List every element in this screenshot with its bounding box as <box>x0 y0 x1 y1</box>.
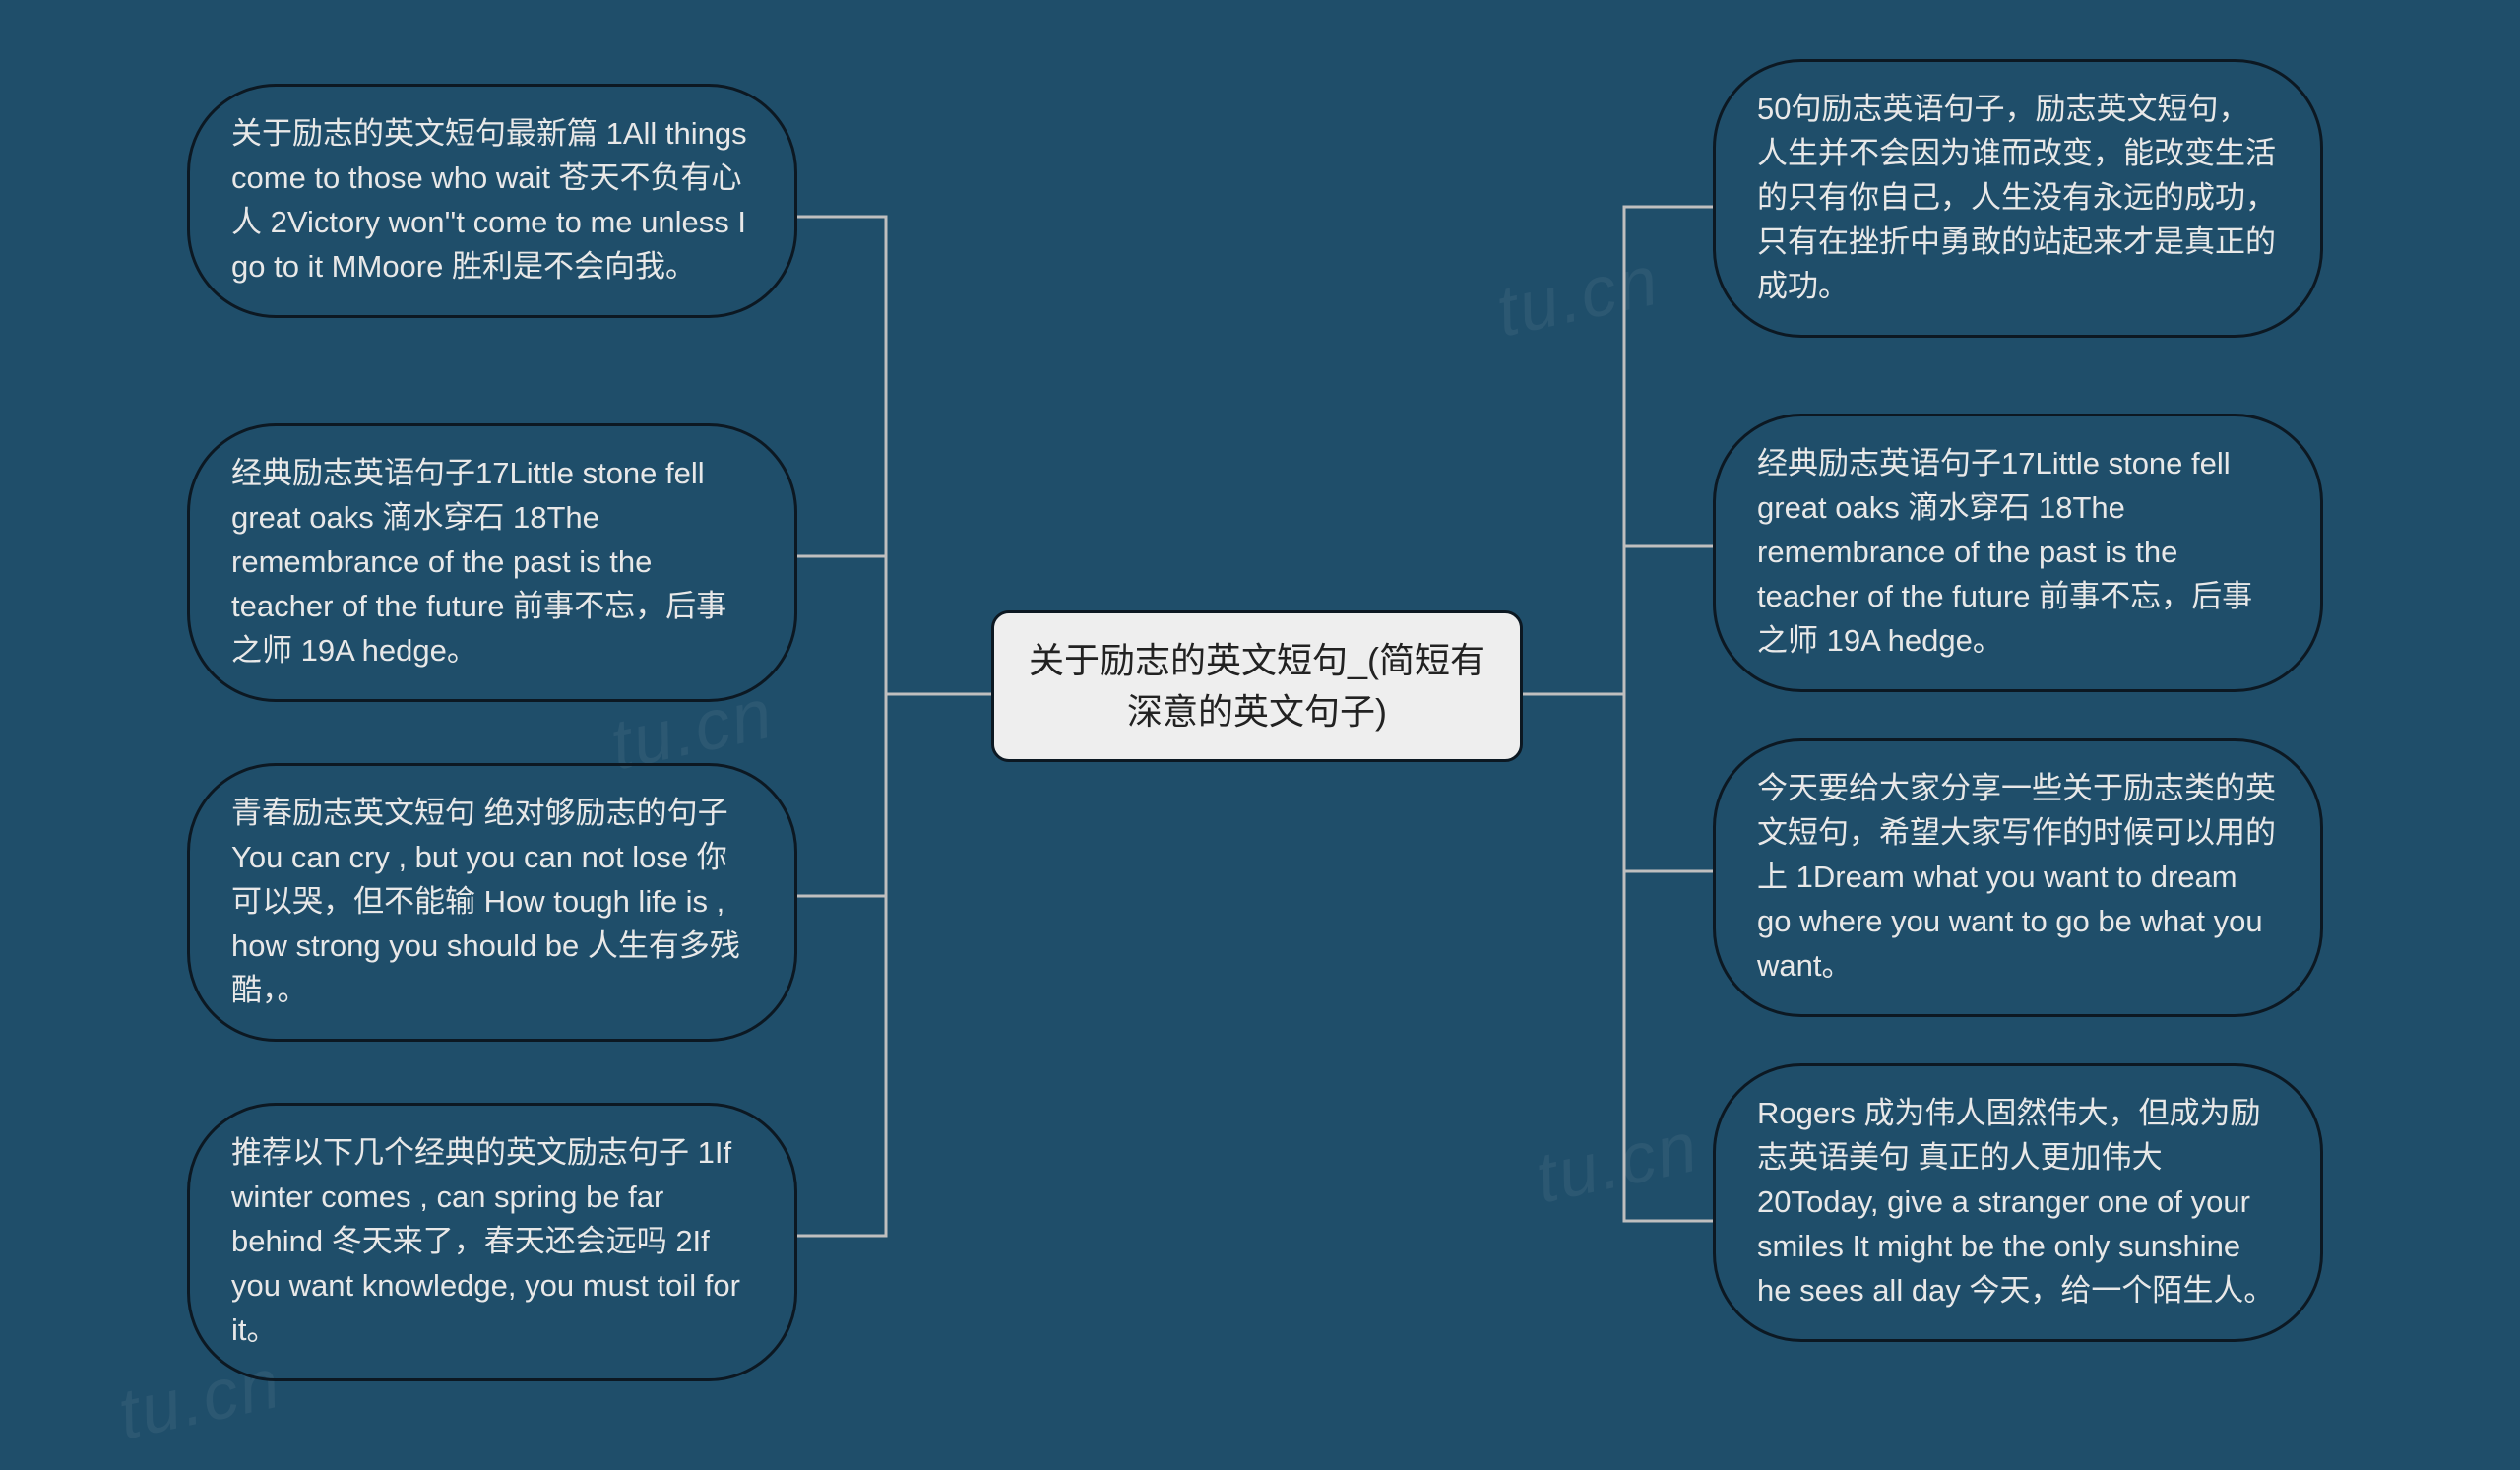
mindmap-canvas: tu.cn tu.cn tu.cn tu.cn 关于励志的英文短句_(简短有深意… <box>0 0 2520 1470</box>
right-node-1: 50句励志英语句子，励志英文短句，人生并不会因为谁而改变，能改变生活的只有你自己… <box>1713 59 2323 338</box>
left-node-3: 青春励志英文短句 绝对够励志的句子 You can cry , but you … <box>187 763 797 1042</box>
right-node-3: 今天要给大家分享一些关于励志类的英文短句，希望大家写作的时候可以用的上 1Dre… <box>1713 738 2323 1017</box>
right-node-2: 经典励志英语句子17Little stone fell great oaks 滴… <box>1713 414 2323 692</box>
right-node-4: Rogers 成为伟人固然伟大，但成为励志英语美句 真正的人更加伟大 20Tod… <box>1713 1063 2323 1342</box>
watermark: tu.cn <box>1489 240 1667 353</box>
left-node-4: 推荐以下几个经典的英文励志句子 1If winter comes , can s… <box>187 1103 797 1381</box>
left-node-1: 关于励志的英文短句最新篇 1All things come to those w… <box>187 84 797 318</box>
watermark: tu.cn <box>1529 1107 1706 1220</box>
left-node-2: 经典励志英语句子17Little stone fell great oaks 滴… <box>187 423 797 702</box>
center-node: 关于励志的英文短句_(简短有深意的英文句子) <box>991 610 1523 762</box>
